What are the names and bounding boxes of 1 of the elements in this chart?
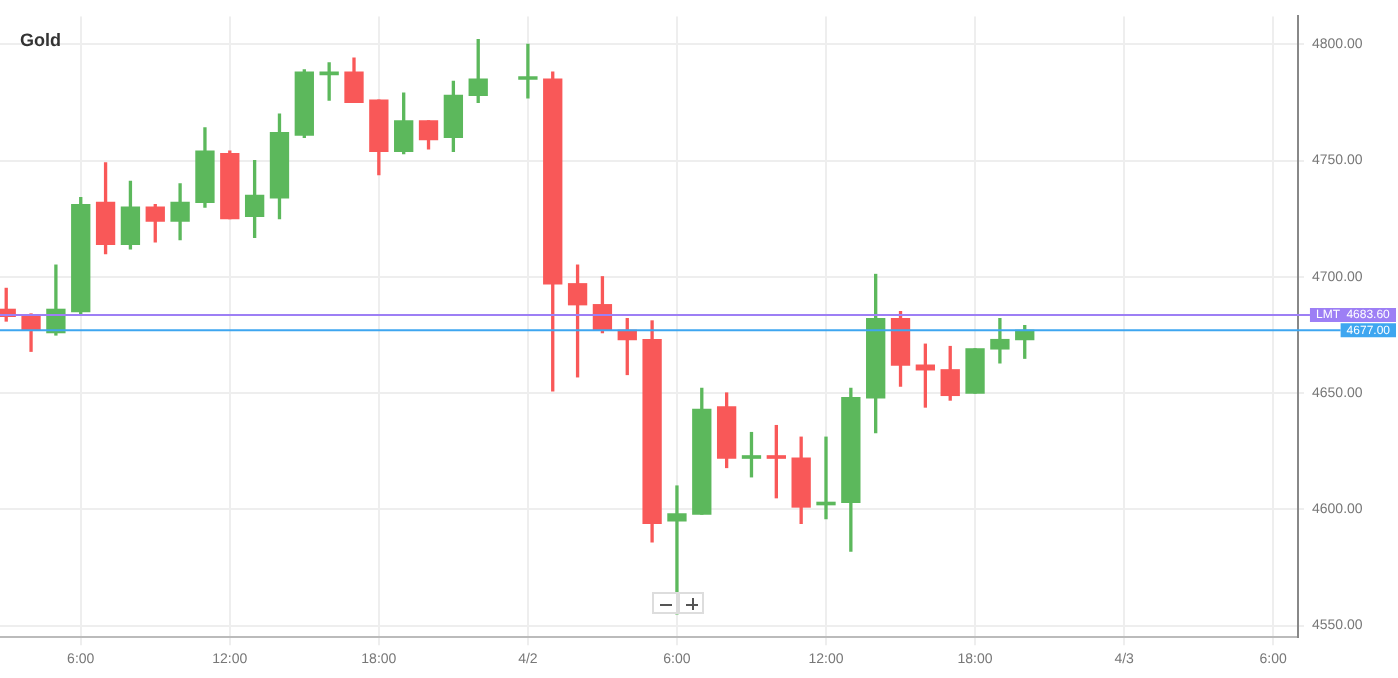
text: Gold xyxy=(20,30,61,51)
